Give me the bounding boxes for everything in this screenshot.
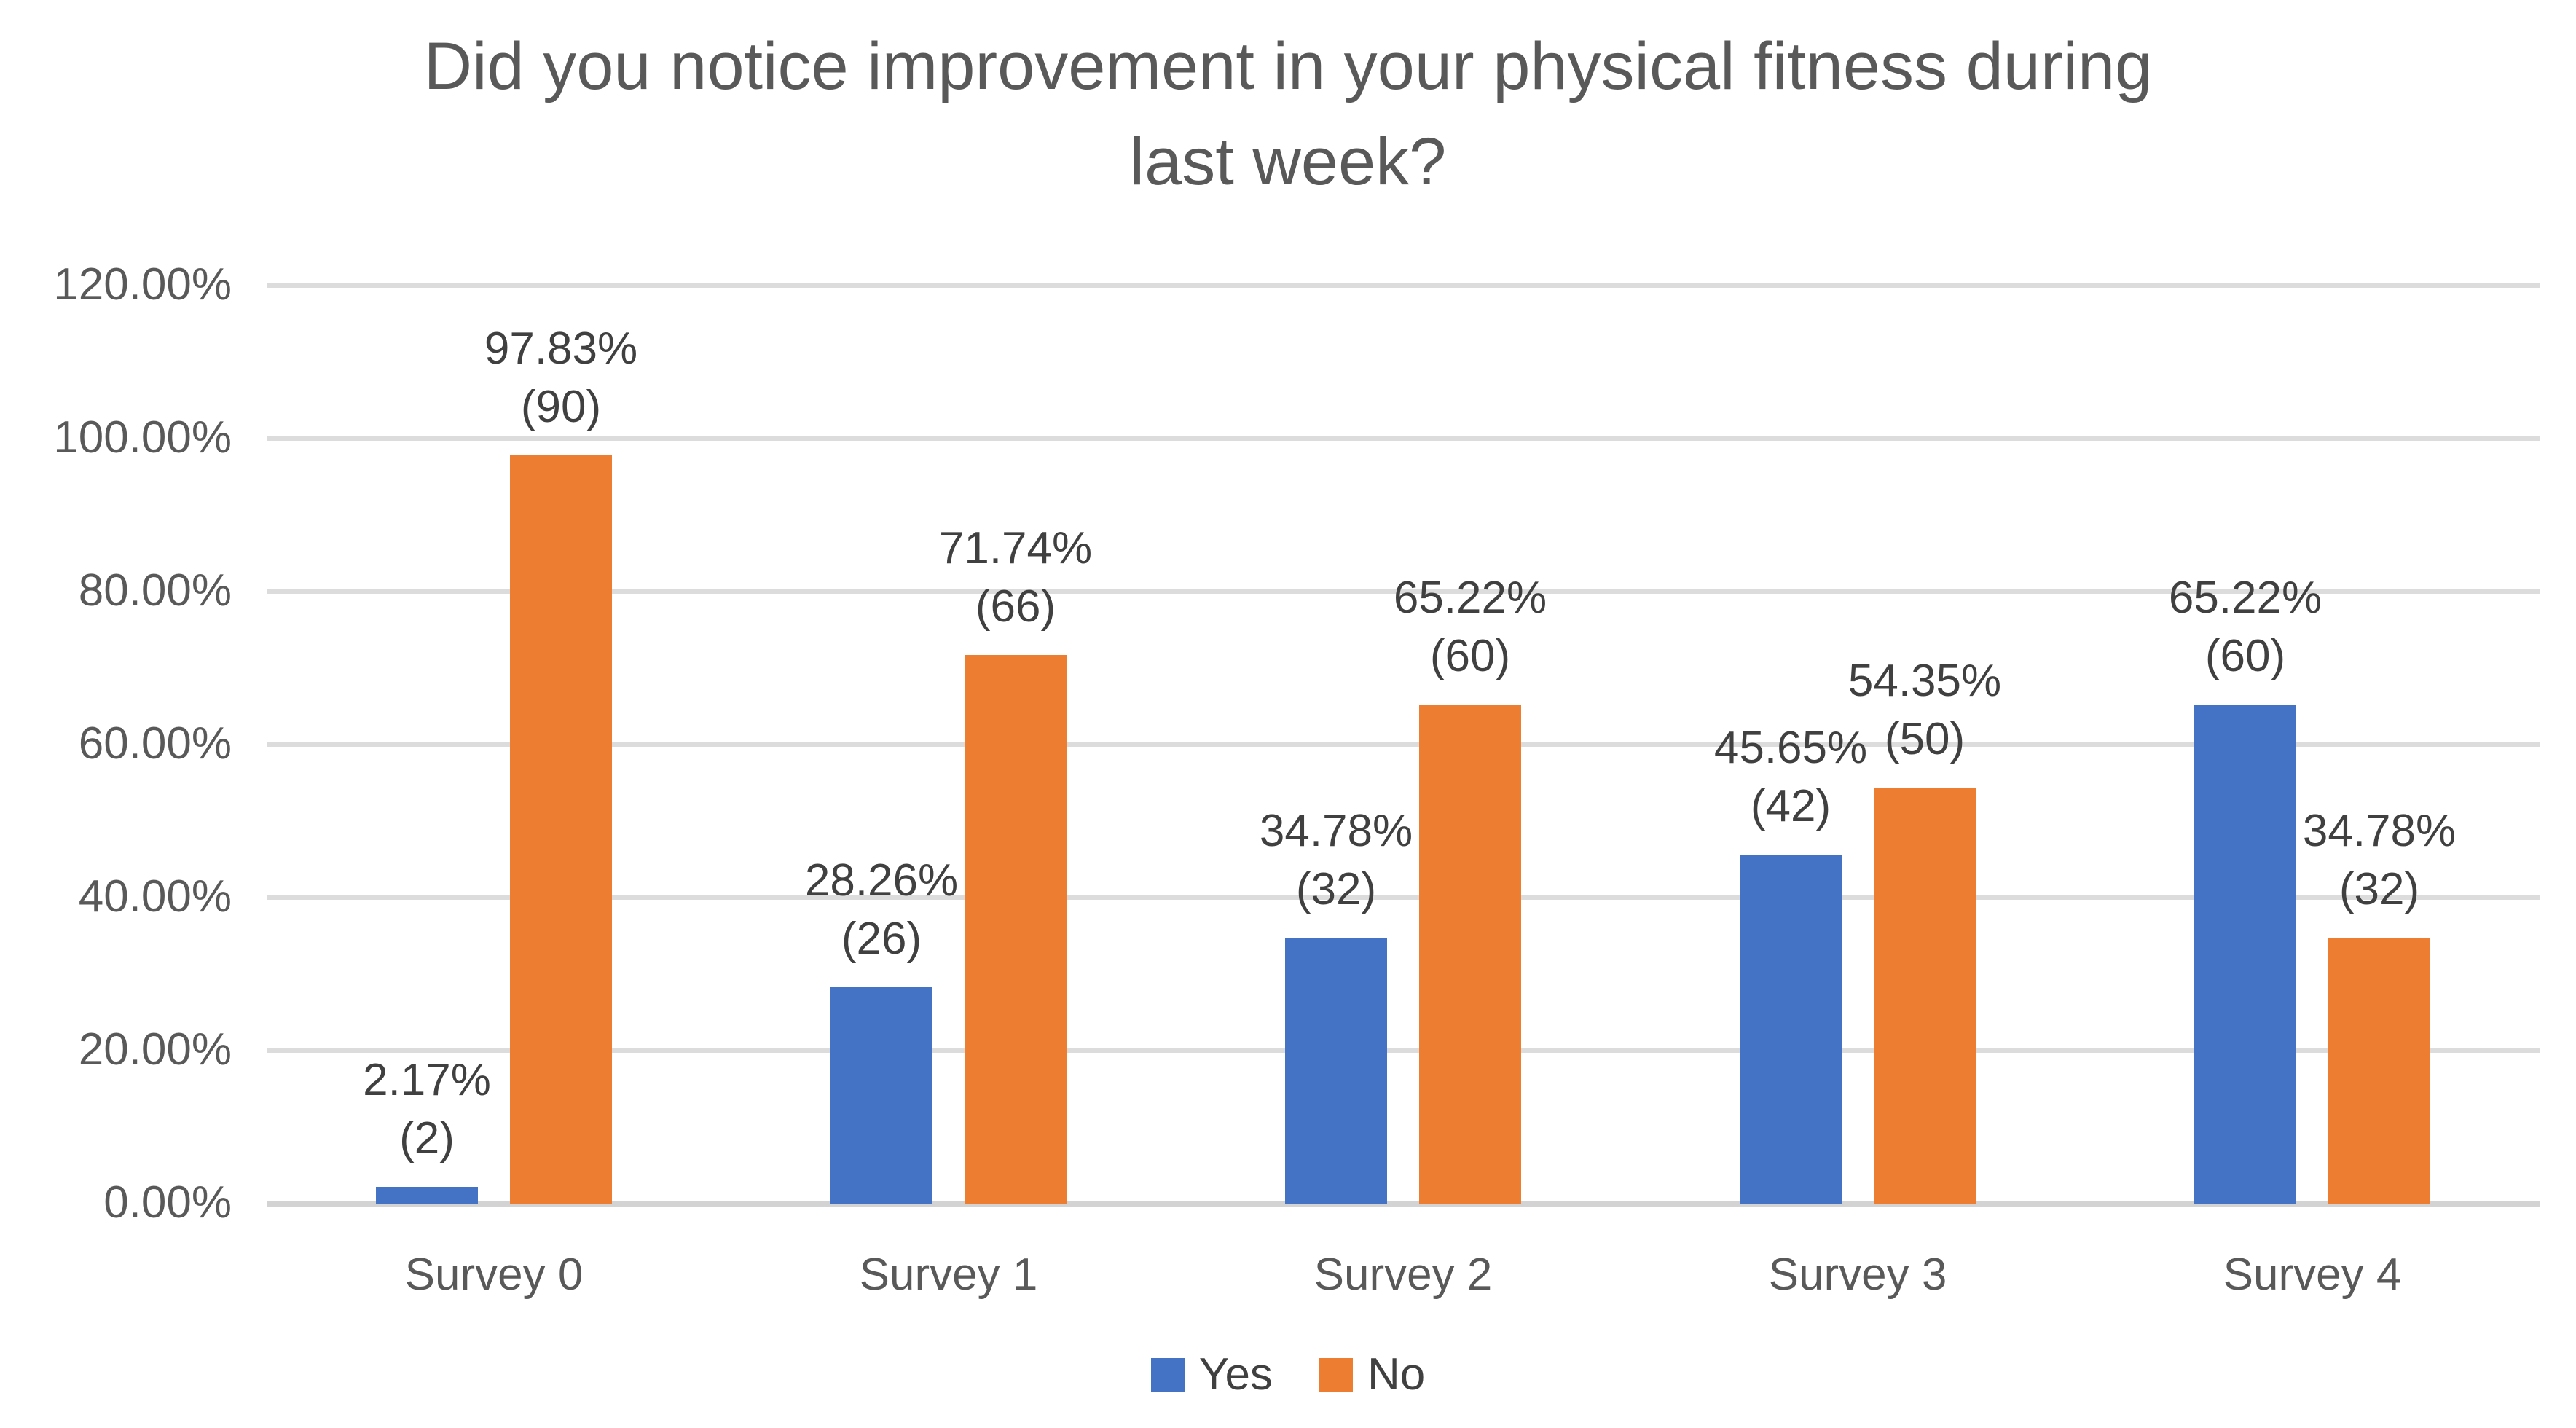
data-label-yes-4: 65.22% (60)	[2056, 569, 2435, 686]
data-label-percent: 34.78%	[2302, 805, 2457, 856]
chart-title-line-2: last week?	[1129, 124, 1447, 199]
chart-title-line-1: Did you notice improvement in your physi…	[423, 29, 2153, 103]
data-label-yes-0: 2.17% (2)	[237, 1051, 616, 1168]
y-gridline	[267, 589, 2540, 594]
data-label-no-1: 71.74% (66)	[826, 519, 1205, 636]
data-label-count: (2)	[399, 1113, 455, 1164]
data-label-yes-3: 45.65% (42)	[1601, 719, 1980, 836]
yes-series-swatch-icon	[1150, 1358, 1185, 1392]
y-gridline	[267, 895, 2540, 900]
bar-no-survey-3	[1874, 788, 1976, 1204]
data-label-count: (60)	[1429, 631, 1511, 682]
bar-no-survey-1	[965, 654, 1067, 1204]
bar-yes-survey-2	[1285, 937, 1387, 1204]
data-label-count: (32)	[2339, 863, 2420, 914]
y-axis-tick-label: 0.00%	[103, 1177, 232, 1228]
y-axis-tick-label: 80.00%	[78, 565, 232, 616]
data-label-percent: 65.22%	[2168, 573, 2322, 624]
x-axis-category-label: Survey 3	[1768, 1250, 1947, 1300]
data-label-no-2: 65.22% (60)	[1281, 569, 1660, 686]
data-label-count: (50)	[1884, 714, 1966, 765]
x-axis-category-label: Survey 4	[2223, 1250, 2402, 1300]
data-label-percent: 71.74%	[938, 522, 1093, 573]
data-label-percent: 2.17%	[363, 1055, 491, 1106]
data-label-count: (90)	[520, 381, 602, 432]
bar-no-survey-2	[1419, 705, 1521, 1204]
x-axis-line	[267, 1200, 2540, 1207]
data-label-percent: 65.22%	[1393, 573, 1547, 624]
legend-item-yes: Yes	[1150, 1349, 1273, 1400]
data-label-count: (66)	[975, 581, 1056, 632]
data-label-count: (32)	[1295, 863, 1377, 914]
data-label-count: (26)	[841, 914, 922, 965]
y-gridline	[267, 1048, 2540, 1053]
data-label-count: (42)	[1750, 780, 1831, 831]
y-gridline	[267, 436, 2540, 441]
y-axis-tick-label: 60.00%	[78, 718, 232, 769]
data-label-no-0: 97.83% (90)	[372, 320, 750, 436]
data-label-yes-2: 34.78% (32)	[1147, 802, 1525, 919]
data-label-percent: 45.65%	[1713, 722, 1868, 773]
bar-no-survey-4	[2328, 937, 2430, 1204]
data-label-yes-1: 28.26% (26)	[692, 852, 1071, 968]
chart-title: Did you notice improvement in your physi…	[0, 19, 2576, 209]
data-label-count: (60)	[2204, 631, 2286, 682]
y-gridline	[267, 283, 2540, 288]
y-axis-tick-label: 100.00%	[53, 412, 232, 463]
data-label-no-4: 34.78% (32)	[2190, 802, 2569, 919]
y-gridline	[267, 742, 2540, 747]
data-label-percent: 54.35%	[1847, 656, 2002, 707]
y-axis-tick-label: 40.00%	[78, 871, 232, 922]
x-axis-category-label: Survey 2	[1313, 1250, 1493, 1300]
y-axis-tick-label: 20.00%	[78, 1024, 232, 1075]
legend-label-yes: Yes	[1198, 1349, 1273, 1400]
y-axis-tick-label: 120.00%	[53, 259, 232, 310]
x-axis-category-label: Survey 0	[404, 1250, 584, 1300]
legend-label-no: No	[1367, 1349, 1426, 1400]
bar-no-survey-0	[510, 455, 612, 1204]
bar-yes-survey-0	[376, 1187, 478, 1204]
bar-yes-survey-3	[1740, 854, 1842, 1204]
x-axis-category-label: Survey 1	[859, 1250, 1038, 1300]
chart-legend: Yes No	[0, 1352, 2576, 1397]
bar-yes-survey-4	[2194, 705, 2296, 1204]
legend-item-no: No	[1319, 1352, 1425, 1397]
bar-yes-survey-1	[830, 987, 932, 1204]
data-label-percent: 97.83%	[484, 323, 638, 374]
data-label-percent: 34.78%	[1259, 805, 1413, 856]
no-series-swatch-icon	[1319, 1358, 1353, 1392]
data-label-percent: 28.26%	[804, 855, 959, 906]
data-label-no-3: 54.35% (50)	[1735, 652, 2114, 769]
